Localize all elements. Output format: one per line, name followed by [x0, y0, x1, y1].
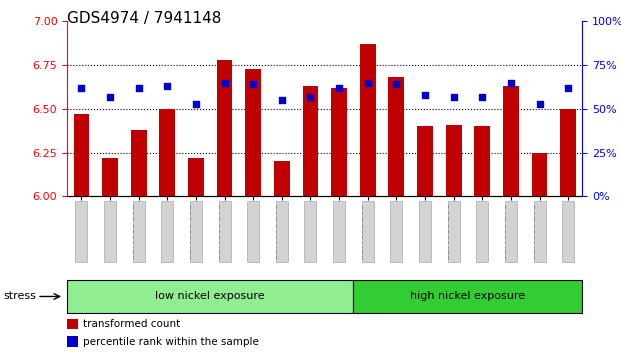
Point [478, 94, 487, 99]
Point [248, 81, 258, 87]
Point [76, 85, 86, 91]
Bar [503, 86, 519, 196]
Bar [160, 109, 175, 196]
Point [563, 85, 573, 91]
Point [334, 85, 344, 91]
Text: transformed count: transformed count [83, 319, 180, 329]
Bar [446, 125, 461, 196]
Point [363, 80, 373, 85]
Bar [560, 109, 576, 196]
Text: stress: stress [3, 291, 36, 302]
Point [535, 101, 545, 107]
Bar [532, 153, 548, 196]
Point [420, 92, 430, 98]
Point [162, 83, 172, 89]
Bar [131, 130, 147, 196]
Bar [417, 126, 433, 196]
Point [105, 94, 115, 99]
Bar [245, 69, 261, 196]
Point [506, 80, 516, 85]
Point [191, 101, 201, 107]
Bar [360, 44, 376, 196]
Point [448, 94, 458, 99]
Point [134, 85, 143, 91]
Bar [389, 77, 404, 196]
Text: high nickel exposure: high nickel exposure [410, 291, 525, 302]
Point [391, 81, 401, 87]
Text: low nickel exposure: low nickel exposure [155, 291, 265, 302]
Bar [274, 161, 290, 196]
Bar [217, 60, 232, 196]
Point [277, 97, 287, 103]
Bar [102, 158, 118, 196]
Point [306, 94, 315, 99]
Text: percentile rank within the sample: percentile rank within the sample [83, 337, 258, 347]
Bar [73, 114, 89, 196]
Bar [302, 86, 319, 196]
Bar [331, 88, 347, 196]
Point [220, 80, 230, 85]
Bar [474, 126, 490, 196]
Bar [188, 158, 204, 196]
Text: GDS4974 / 7941148: GDS4974 / 7941148 [67, 11, 222, 25]
